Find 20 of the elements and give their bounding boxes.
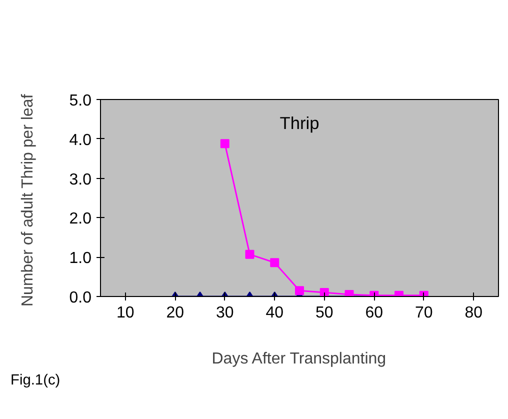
text: Thrip (280, 112, 320, 133)
y-tick-label: 3.0 (69, 171, 92, 188)
y-tick-label: 4.0 (69, 132, 92, 149)
y-tick-label: 0.0 (69, 290, 92, 306)
x-axis-title: Days After Transplanting (212, 350, 386, 368)
x-tick-label: 50 (315, 304, 334, 322)
y-axis-title: Number of adult Thrip per leaf (19, 94, 36, 306)
x-tick-label: 10 (116, 304, 134, 322)
x-tick-label: 40 (266, 304, 284, 322)
point (245, 250, 254, 259)
x-tick-label: 80 (464, 304, 483, 322)
x-tick-label: 70 (414, 304, 433, 322)
x-tick-label: 20 (166, 304, 184, 322)
x-tick-label: 60 (365, 304, 384, 322)
y-tick-label: 2.0 (69, 210, 92, 228)
point (220, 139, 230, 148)
y-tick-label: 5.0 (69, 92, 92, 110)
caption: Fig.1(c) (10, 372, 60, 388)
x-tick-label: 30 (216, 304, 234, 322)
y-tick-label: 1.0 (69, 250, 92, 268)
